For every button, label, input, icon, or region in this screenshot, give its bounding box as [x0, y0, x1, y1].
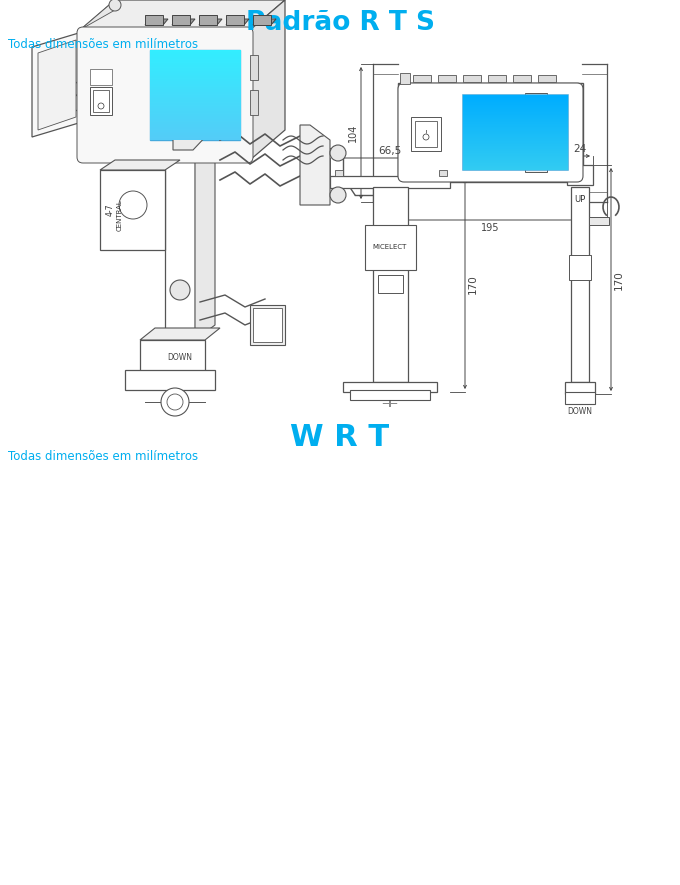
Polygon shape — [172, 15, 190, 25]
Bar — [439, 170, 447, 176]
Bar — [378, 275, 403, 293]
Polygon shape — [250, 0, 285, 160]
Bar — [93, 90, 109, 112]
Text: 24: 24 — [573, 144, 587, 154]
Bar — [565, 382, 595, 394]
Polygon shape — [253, 19, 276, 25]
Polygon shape — [60, 80, 200, 95]
Bar — [250, 55, 258, 80]
Polygon shape — [32, 32, 82, 137]
Polygon shape — [226, 19, 249, 25]
Circle shape — [330, 187, 346, 203]
Bar — [373, 187, 408, 382]
Text: UP: UP — [575, 196, 585, 204]
Bar — [365, 225, 416, 270]
Polygon shape — [195, 100, 215, 340]
Polygon shape — [172, 19, 195, 25]
Circle shape — [173, 120, 193, 140]
Polygon shape — [145, 15, 163, 25]
Text: ↔: ↔ — [96, 97, 104, 107]
Circle shape — [170, 280, 190, 300]
Text: W R T: W R T — [290, 422, 390, 451]
Circle shape — [167, 394, 183, 410]
Text: 104: 104 — [348, 124, 358, 142]
Text: 4-7: 4-7 — [105, 204, 114, 216]
Text: Todas dimensões em milímetros: Todas dimensões em milímetros — [8, 450, 198, 464]
Bar — [438, 75, 456, 82]
Bar — [398, 83, 583, 182]
Polygon shape — [175, 105, 215, 135]
Text: Todas dimensões em milímetros: Todas dimensões em milímetros — [8, 39, 198, 51]
Bar — [463, 95, 568, 170]
Bar — [330, 176, 450, 188]
Bar — [335, 170, 343, 176]
Polygon shape — [60, 95, 180, 110]
Polygon shape — [165, 115, 195, 340]
Bar — [415, 121, 437, 147]
Bar — [488, 75, 506, 82]
Bar — [150, 50, 240, 140]
Polygon shape — [199, 15, 217, 25]
Bar — [538, 75, 556, 82]
Bar — [125, 370, 215, 390]
Text: !: ! — [424, 130, 428, 136]
Circle shape — [161, 388, 189, 416]
Circle shape — [153, 95, 167, 109]
Polygon shape — [80, 0, 285, 30]
Text: CENTRAL: CENTRAL — [117, 199, 123, 231]
Bar — [463, 75, 481, 82]
Bar — [525, 93, 547, 172]
Bar — [90, 69, 112, 85]
Text: Padrão R T S: Padrão R T S — [245, 10, 435, 36]
Bar — [565, 392, 595, 404]
Polygon shape — [80, 30, 250, 160]
Bar — [567, 165, 593, 185]
Text: DOWN: DOWN — [167, 353, 192, 363]
FancyBboxPatch shape — [398, 83, 583, 182]
Polygon shape — [300, 125, 330, 205]
Text: 66,5: 66,5 — [378, 146, 402, 156]
Text: MICELECT: MICELECT — [373, 244, 407, 250]
Polygon shape — [140, 328, 220, 340]
Polygon shape — [173, 108, 220, 150]
Bar — [569, 255, 591, 280]
Polygon shape — [100, 160, 180, 170]
Text: 170: 170 — [468, 274, 478, 294]
Bar — [250, 305, 285, 345]
Polygon shape — [253, 15, 271, 25]
Bar — [400, 73, 410, 84]
Bar — [413, 75, 431, 82]
Polygon shape — [226, 15, 244, 25]
Bar — [250, 90, 258, 115]
Polygon shape — [100, 170, 165, 250]
Circle shape — [330, 145, 346, 161]
Bar — [343, 382, 437, 392]
Bar — [90, 87, 112, 115]
Bar — [513, 75, 531, 82]
Polygon shape — [180, 80, 200, 110]
Bar — [571, 187, 589, 382]
Polygon shape — [38, 40, 76, 130]
Bar — [350, 390, 430, 400]
Text: 195: 195 — [481, 223, 499, 233]
Bar — [411, 117, 441, 151]
Text: 170: 170 — [614, 270, 624, 290]
Text: !: ! — [99, 100, 103, 106]
Bar — [253, 308, 282, 342]
Circle shape — [98, 103, 104, 109]
Polygon shape — [80, 0, 115, 30]
Polygon shape — [199, 19, 222, 25]
Circle shape — [109, 0, 121, 11]
Bar — [589, 217, 609, 225]
Circle shape — [119, 191, 147, 219]
FancyBboxPatch shape — [77, 27, 253, 163]
Text: ⊣⊢: ⊣⊢ — [381, 399, 398, 409]
Polygon shape — [140, 340, 205, 375]
Polygon shape — [145, 19, 168, 25]
Circle shape — [177, 124, 189, 136]
Circle shape — [423, 134, 429, 140]
Text: DOWN: DOWN — [568, 406, 592, 415]
